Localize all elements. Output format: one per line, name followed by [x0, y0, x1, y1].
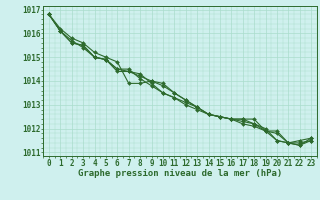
X-axis label: Graphe pression niveau de la mer (hPa): Graphe pression niveau de la mer (hPa) [78, 169, 282, 178]
